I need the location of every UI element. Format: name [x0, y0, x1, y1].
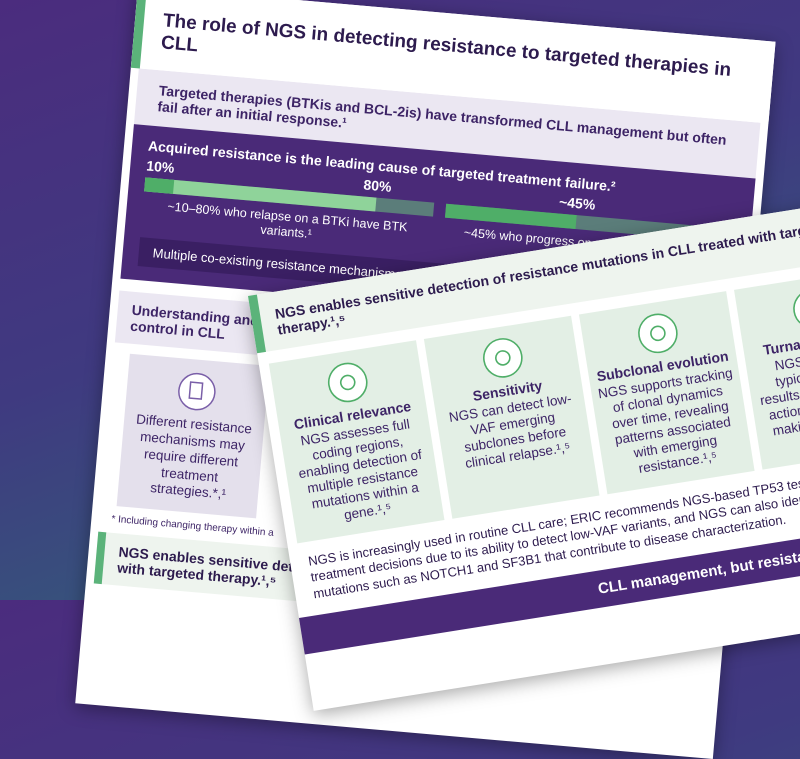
feature: Subclonal evolution NGS supports tracking…	[578, 291, 755, 494]
feature-icon	[327, 362, 368, 403]
feature-text: NGS assesses full coding regions, enabli…	[297, 416, 423, 523]
card-text: Different resistance mechanisms may requ…	[135, 411, 253, 502]
feature-icon	[482, 338, 523, 378]
btk-low-label: 10%	[145, 157, 176, 176]
feature-icon	[792, 289, 800, 329]
back-page: The role of NGS in detecting resistance …	[75, 0, 776, 759]
features: Clinical relevance NGS assesses full codi…	[268, 266, 800, 543]
feature: Sensitivity NGS can detect low-VAF emergi…	[423, 315, 600, 519]
btk-high-label: 80%	[362, 176, 393, 195]
front-page: NGS enables sensitive detection of resis…	[248, 195, 800, 711]
feature-icon	[637, 313, 678, 354]
icon	[178, 372, 216, 411]
feature-text: NGS supports tracking of clonal dynamics…	[597, 365, 734, 476]
page: The role of NGS in detecting resistance …	[0, 0, 800, 600]
feature: Clinical relevance NGS assesses full codi…	[268, 340, 445, 543]
feature: Turnaround timeNGS workflows typically p…	[734, 266, 800, 470]
bcl2-label: ~45%	[558, 193, 596, 213]
info-card: Different resistance mechanisms may requ…	[116, 353, 270, 519]
btk-low-bar	[144, 177, 175, 194]
